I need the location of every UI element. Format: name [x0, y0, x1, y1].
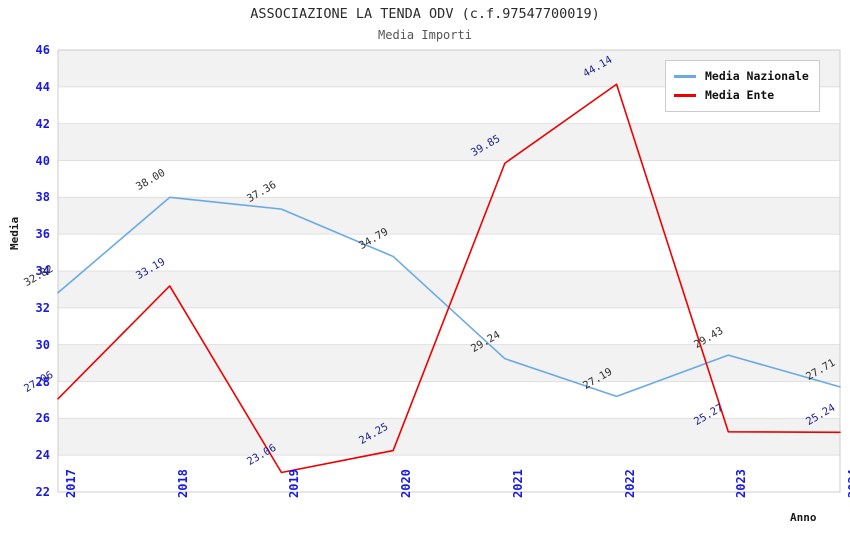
y-axis-tick: 24	[35, 448, 50, 463]
x-axis-tick: 2017	[64, 469, 78, 498]
x-axis-tick: 2024	[846, 469, 850, 498]
legend-color-swatch	[674, 75, 696, 78]
y-axis-tick: 32	[35, 300, 50, 315]
x-axis-tick: 2023	[734, 469, 749, 498]
y-axis-tick: 26	[35, 411, 50, 426]
y-axis-tick: 42	[35, 116, 50, 131]
legend-label: Media Nazionale	[705, 69, 809, 83]
legend-color-swatch	[674, 94, 696, 97]
y-axis-tick: 44	[35, 79, 50, 94]
legend-item[interactable]: Media Ente	[674, 86, 809, 105]
legend-item[interactable]: Media Nazionale	[674, 67, 809, 86]
x-axis-label: Anno	[790, 511, 817, 524]
x-axis-tick: 2020	[399, 469, 414, 498]
chart-legend: Media Nazionale Media Ente	[665, 60, 820, 112]
x-axis-tick: 2022	[622, 469, 637, 498]
y-axis-tick: 34	[35, 264, 50, 278]
y-axis-tick: 30	[35, 337, 50, 352]
y-axis-tick: 38	[35, 190, 50, 205]
chart-subtitle: Media Importi	[378, 28, 472, 42]
y-axis-tick: 22	[35, 485, 50, 499]
x-axis-tick: 2021	[510, 469, 525, 498]
y-axis-tick: 36	[35, 227, 50, 242]
x-axis-tick: 2019	[287, 469, 302, 498]
y-axis-tick: 46	[35, 43, 50, 57]
y-axis-tick: 28	[35, 374, 50, 389]
chart-title: ASSOCIAZIONE LA TENDA ODV (c.f.975477000…	[250, 6, 600, 22]
legend-label: Media Ente	[705, 88, 775, 102]
x-axis-tick: 2018	[175, 469, 190, 498]
y-axis-tick: 40	[35, 153, 50, 168]
